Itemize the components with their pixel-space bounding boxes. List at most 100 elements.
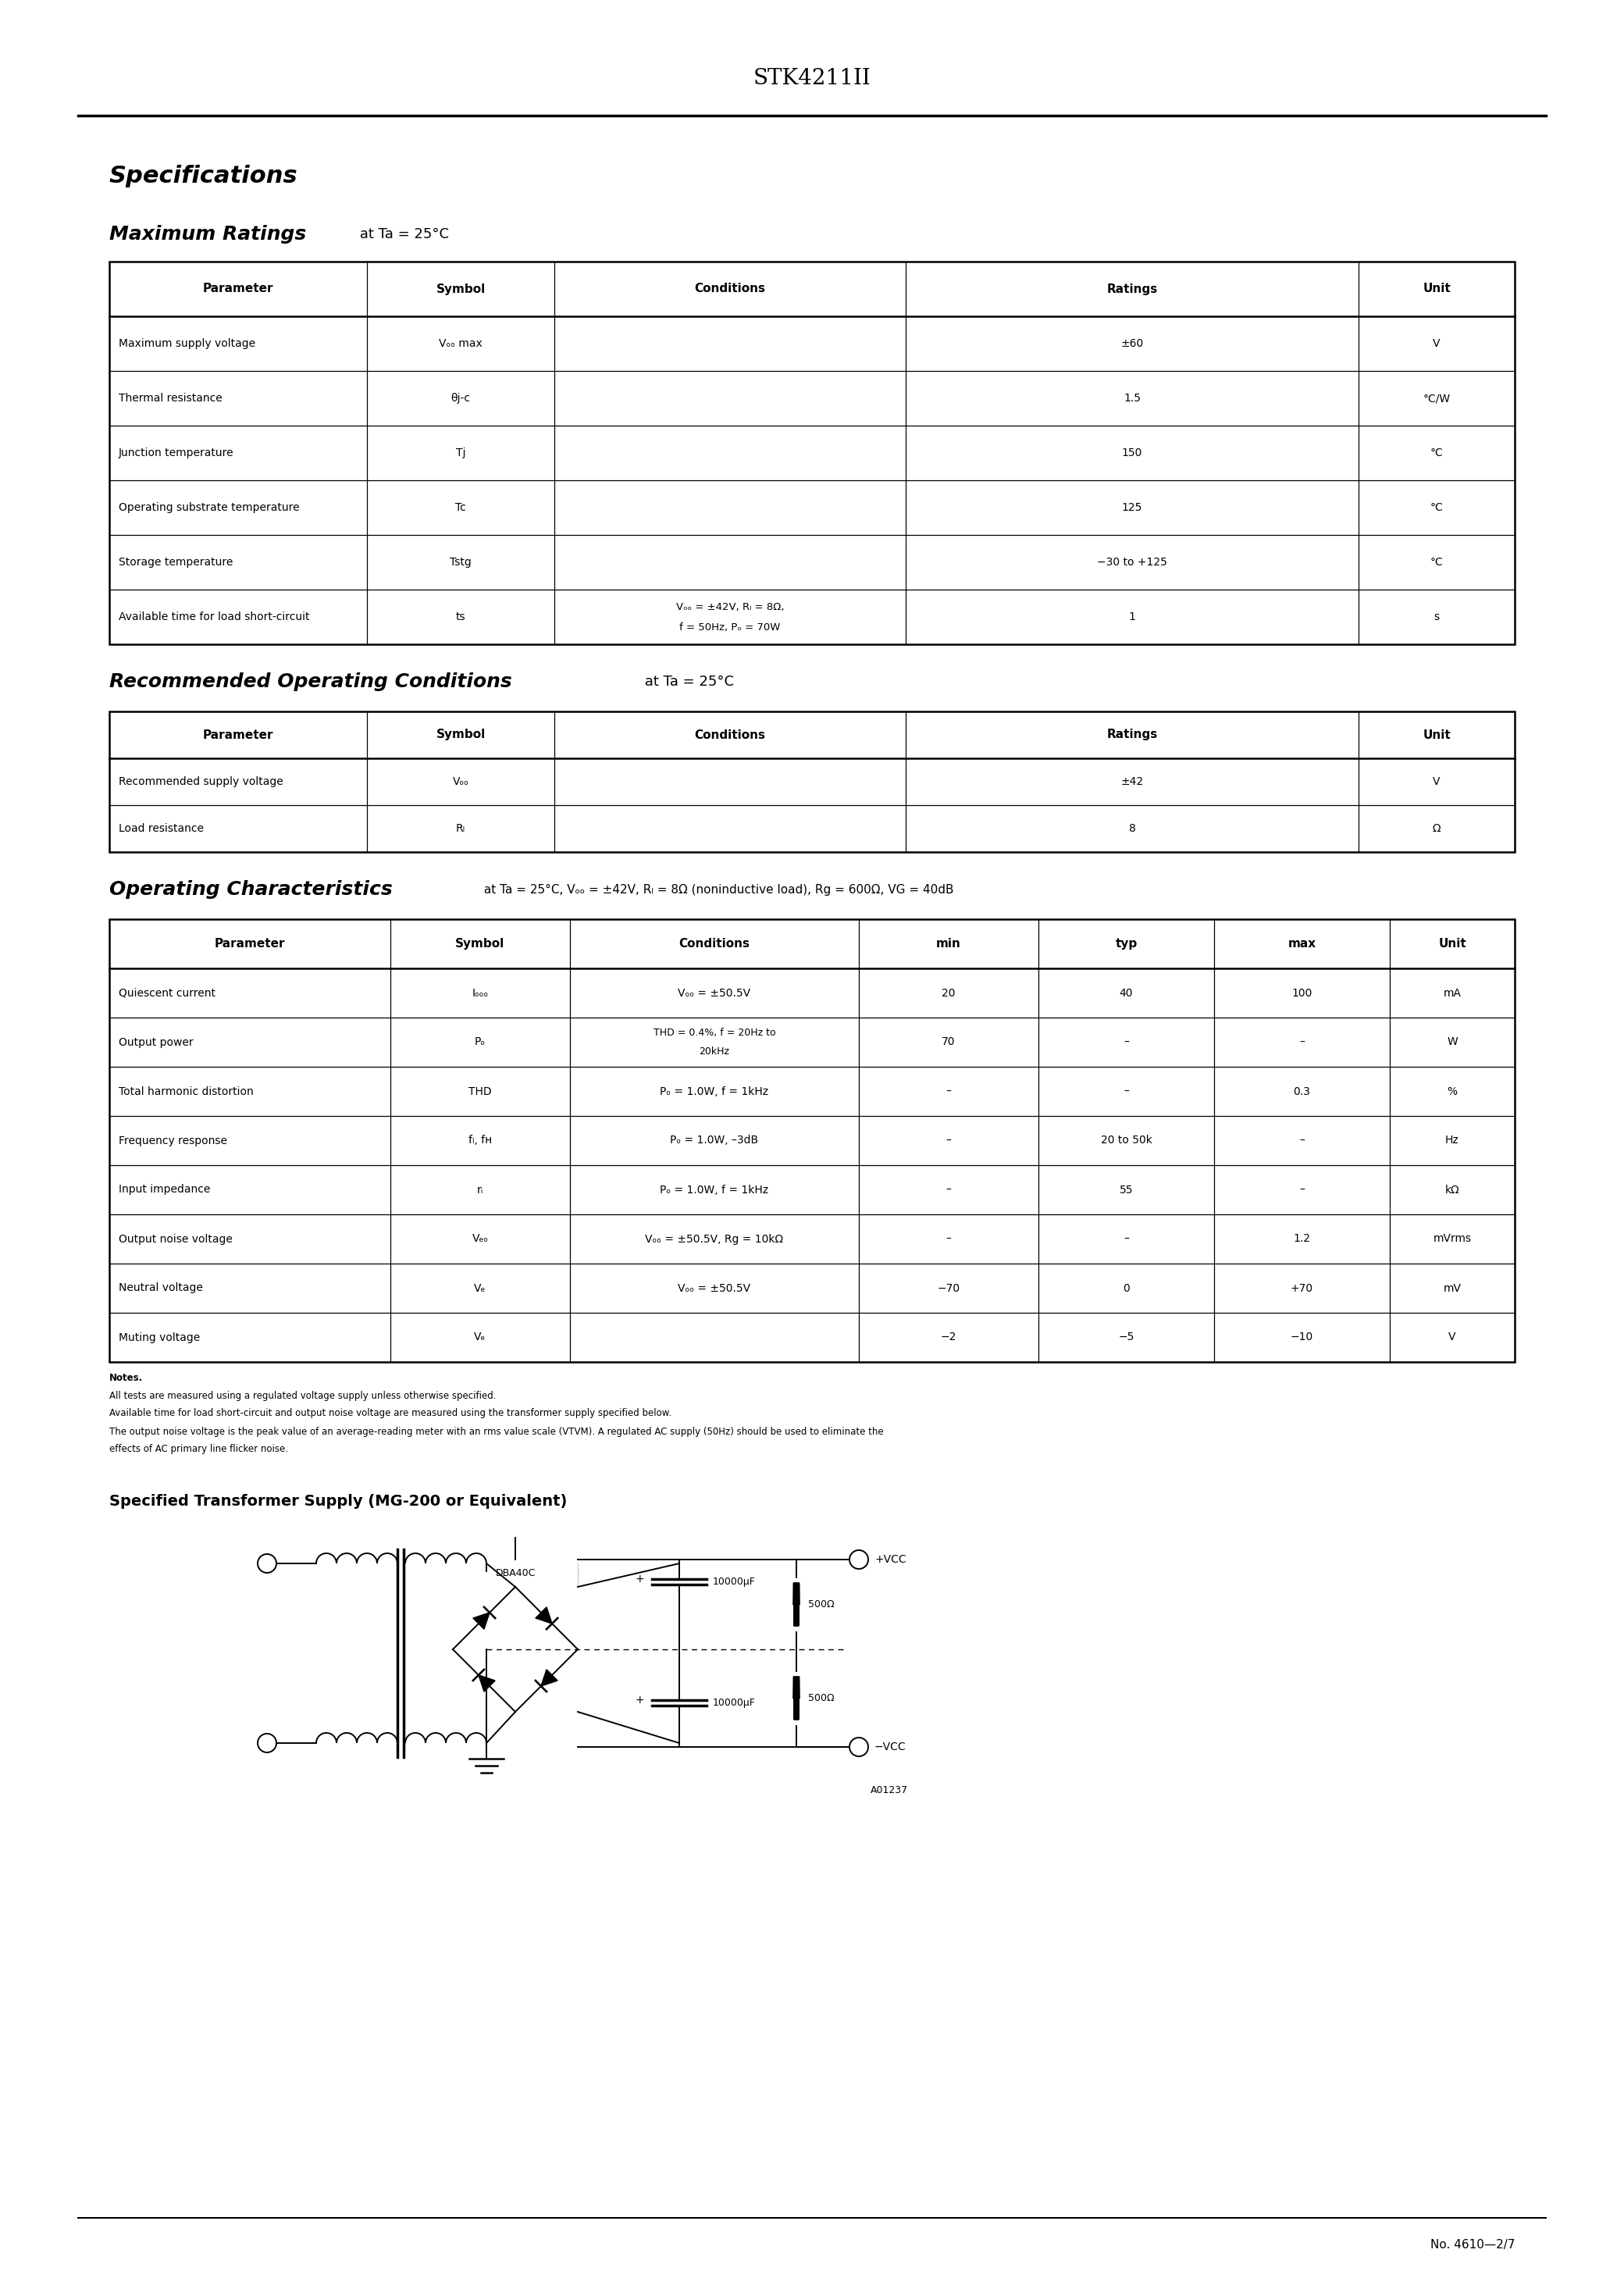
Text: Pₒ = 1.0W, f = 1kHz: Pₒ = 1.0W, f = 1kHz: [659, 1185, 768, 1196]
Text: Recommended supply voltage: Recommended supply voltage: [119, 777, 283, 788]
Text: Ratings: Ratings: [1106, 729, 1158, 740]
Text: effects of AC primary line flicker noise.: effects of AC primary line flicker noise…: [109, 1444, 287, 1453]
Text: Parameter: Parameter: [214, 939, 286, 950]
Text: 1.2: 1.2: [1293, 1232, 1311, 1244]
Text: 500Ω: 500Ω: [809, 1693, 835, 1704]
Polygon shape: [541, 1670, 557, 1686]
Text: Maximum supply voltage: Maximum supply voltage: [119, 337, 255, 349]
Text: Pₒ = 1.0W, f = 1kHz: Pₒ = 1.0W, f = 1kHz: [659, 1087, 768, 1096]
Text: Tj: Tj: [456, 446, 466, 458]
Text: –: –: [1124, 1036, 1129, 1048]
Text: Maximum Ratings: Maximum Ratings: [109, 226, 307, 244]
Polygon shape: [473, 1613, 489, 1629]
Text: Vₒₒ = ±50.5V: Vₒₒ = ±50.5V: [679, 986, 750, 998]
Text: Tc: Tc: [455, 501, 466, 513]
Text: min: min: [935, 939, 961, 950]
Text: +: +: [635, 1695, 645, 1706]
Polygon shape: [479, 1674, 495, 1693]
Text: A01237: A01237: [870, 1786, 908, 1795]
Text: Operating Characteristics: Operating Characteristics: [109, 879, 393, 900]
Text: −VCC: −VCC: [874, 1740, 906, 1752]
Text: Frequency response: Frequency response: [119, 1134, 227, 1146]
Text: Vₑ: Vₑ: [474, 1333, 486, 1342]
Text: 1: 1: [1129, 611, 1135, 622]
Bar: [109, 711, 1515, 852]
Text: Vₒₒ: Vₒₒ: [453, 777, 469, 788]
Text: Conditions: Conditions: [679, 939, 750, 950]
Text: The output noise voltage is the peak value of an average-reading meter with an r: The output noise voltage is the peak val…: [109, 1426, 883, 1437]
Text: Unit: Unit: [1439, 939, 1466, 950]
Text: +VCC: +VCC: [874, 1554, 906, 1565]
Text: THD: THD: [469, 1087, 492, 1096]
Text: 40: 40: [1119, 986, 1134, 998]
Text: Quiescent current: Quiescent current: [119, 986, 216, 998]
Text: Pₒ: Pₒ: [474, 1036, 486, 1048]
Text: −70: −70: [937, 1283, 960, 1294]
Text: Notes.: Notes.: [109, 1374, 143, 1383]
Text: Pₒ = 1.0W, –3dB: Pₒ = 1.0W, –3dB: [671, 1134, 758, 1146]
Text: 70: 70: [942, 1036, 955, 1048]
Text: Vₑ: Vₑ: [474, 1283, 486, 1294]
Text: rᵢ: rᵢ: [477, 1185, 484, 1196]
Text: 8: 8: [1129, 822, 1135, 834]
Text: °C: °C: [1431, 501, 1444, 513]
Text: 500Ω: 500Ω: [809, 1599, 835, 1611]
Text: ±60: ±60: [1121, 337, 1143, 349]
Text: Storage temperature: Storage temperature: [119, 556, 232, 567]
Text: Muting voltage: Muting voltage: [119, 1333, 200, 1342]
Text: °C: °C: [1431, 556, 1444, 567]
Text: f = 50Hz, Pₒ = 70W: f = 50Hz, Pₒ = 70W: [679, 622, 781, 633]
Text: mVrms: mVrms: [1432, 1232, 1471, 1244]
Text: –: –: [1299, 1134, 1304, 1146]
Bar: [109, 262, 1515, 645]
Text: at Ta = 25°C: at Ta = 25°C: [640, 674, 734, 688]
Text: at Ta = 25°C: at Ta = 25°C: [356, 228, 448, 241]
Text: Load resistance: Load resistance: [119, 822, 203, 834]
Text: fₗ, fʜ: fₗ, fʜ: [468, 1134, 492, 1146]
Text: –: –: [1299, 1036, 1304, 1048]
Text: 10000μF: 10000μF: [713, 1697, 755, 1708]
Text: Ω: Ω: [1432, 822, 1440, 834]
Text: Rₗ: Rₗ: [456, 822, 466, 834]
Text: 125: 125: [1122, 501, 1142, 513]
Text: Symbol: Symbol: [435, 282, 486, 294]
Text: Conditions: Conditions: [695, 282, 765, 294]
Text: W: W: [1447, 1036, 1458, 1048]
Text: –: –: [945, 1232, 952, 1244]
Text: Vₒₒ max: Vₒₒ max: [438, 337, 482, 349]
Text: 55: 55: [1119, 1185, 1134, 1196]
Text: Output power: Output power: [119, 1036, 193, 1048]
Text: Unit: Unit: [1423, 729, 1450, 740]
Text: +70: +70: [1291, 1283, 1314, 1294]
Text: Vₑₒ: Vₑₒ: [473, 1232, 489, 1244]
Text: Neutral voltage: Neutral voltage: [119, 1283, 203, 1294]
Text: Junction temperature: Junction temperature: [119, 446, 234, 458]
Text: –: –: [945, 1185, 952, 1196]
Text: Vₒₒ = ±50.5V: Vₒₒ = ±50.5V: [679, 1283, 750, 1294]
Text: Thermal resistance: Thermal resistance: [119, 392, 222, 403]
Text: mV: mV: [1444, 1283, 1462, 1294]
Text: %: %: [1447, 1087, 1457, 1096]
Text: Vₒₒ = ±50.5V, Rg = 10kΩ: Vₒₒ = ±50.5V, Rg = 10kΩ: [645, 1232, 783, 1244]
Text: −2: −2: [940, 1333, 957, 1342]
Text: 0: 0: [1122, 1283, 1130, 1294]
Text: Hz: Hz: [1445, 1134, 1458, 1146]
Text: Iₒₒₒ: Iₒₒₒ: [473, 986, 489, 998]
Text: No. 4610—2/7: No. 4610—2/7: [1431, 2239, 1515, 2251]
Text: Ratings: Ratings: [1106, 282, 1158, 294]
Text: DBA40C: DBA40C: [495, 1567, 536, 1579]
Text: Output noise voltage: Output noise voltage: [119, 1232, 232, 1244]
Text: –: –: [1124, 1232, 1129, 1244]
Text: Conditions: Conditions: [695, 729, 765, 740]
Text: mA: mA: [1444, 986, 1462, 998]
Text: V: V: [1449, 1333, 1457, 1342]
Text: s: s: [1434, 611, 1439, 622]
Text: STK4211II: STK4211II: [754, 68, 870, 89]
Text: Specifications: Specifications: [109, 164, 297, 187]
Bar: [109, 918, 1515, 1362]
Text: –: –: [945, 1134, 952, 1146]
Text: Available time for load short-circuit and output noise voltage are measured usin: Available time for load short-circuit an…: [109, 1408, 671, 1419]
Text: ±42: ±42: [1121, 777, 1143, 788]
Text: 20: 20: [942, 986, 955, 998]
Text: 20 to 50k: 20 to 50k: [1101, 1134, 1151, 1146]
